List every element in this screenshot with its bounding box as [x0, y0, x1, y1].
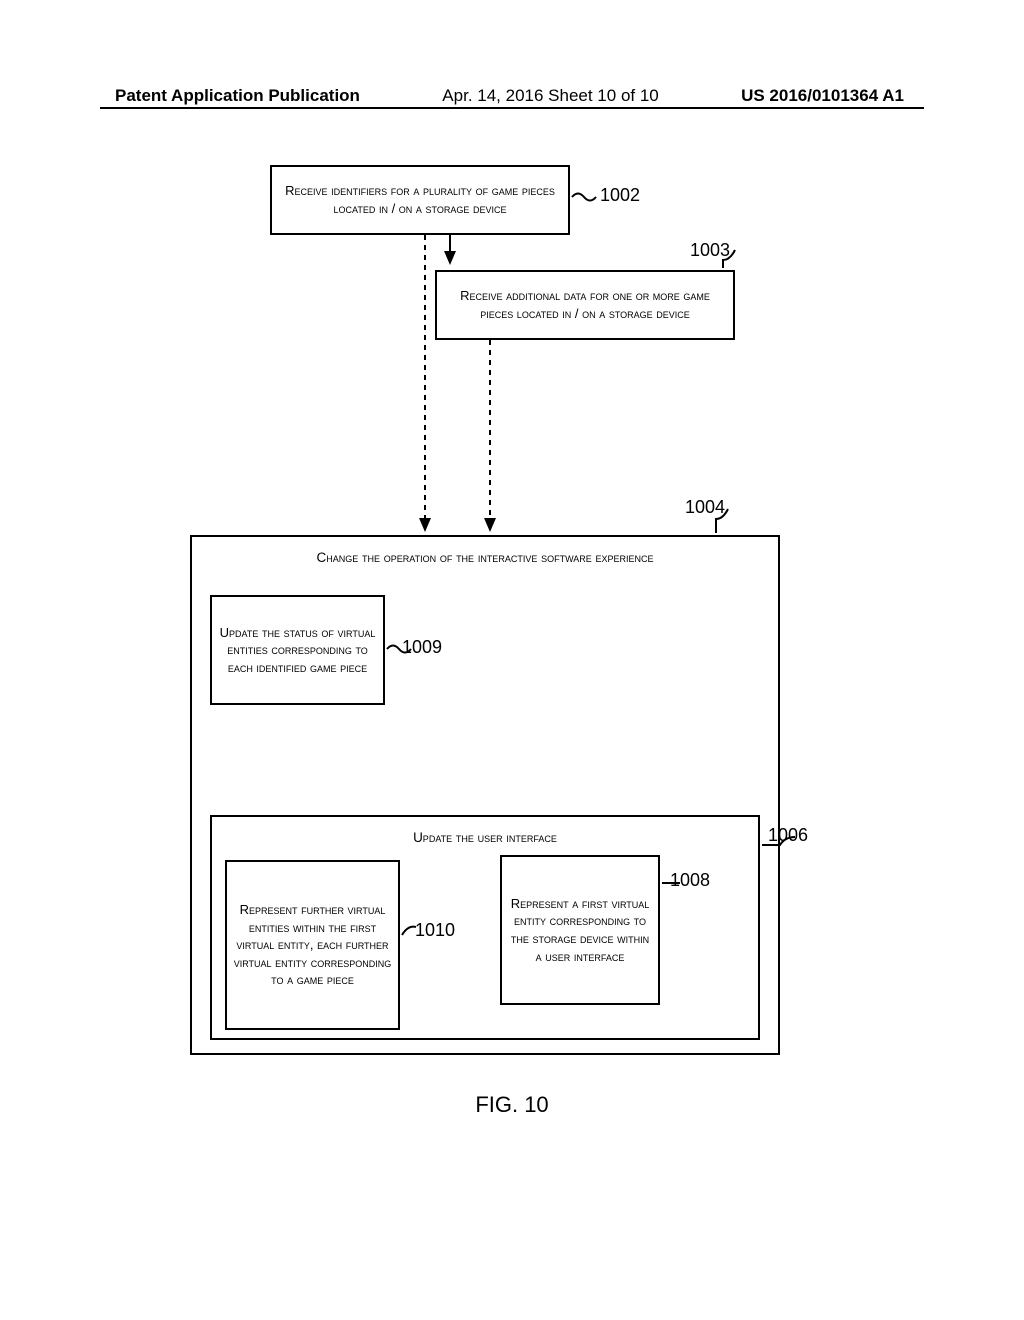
flowchart: Receive identifiers for a plurality of g…: [190, 165, 810, 1065]
page-header: Patent Application Publication Apr. 14, …: [0, 86, 1024, 106]
connectors: [190, 165, 810, 1065]
header-left: Patent Application Publication: [115, 86, 360, 106]
header-right: US 2016/0101364 A1: [741, 86, 904, 106]
figure-label: FIG. 10: [0, 1092, 1024, 1118]
header-mid: Apr. 14, 2016 Sheet 10 of 10: [442, 86, 658, 106]
header-rule: [100, 107, 924, 109]
